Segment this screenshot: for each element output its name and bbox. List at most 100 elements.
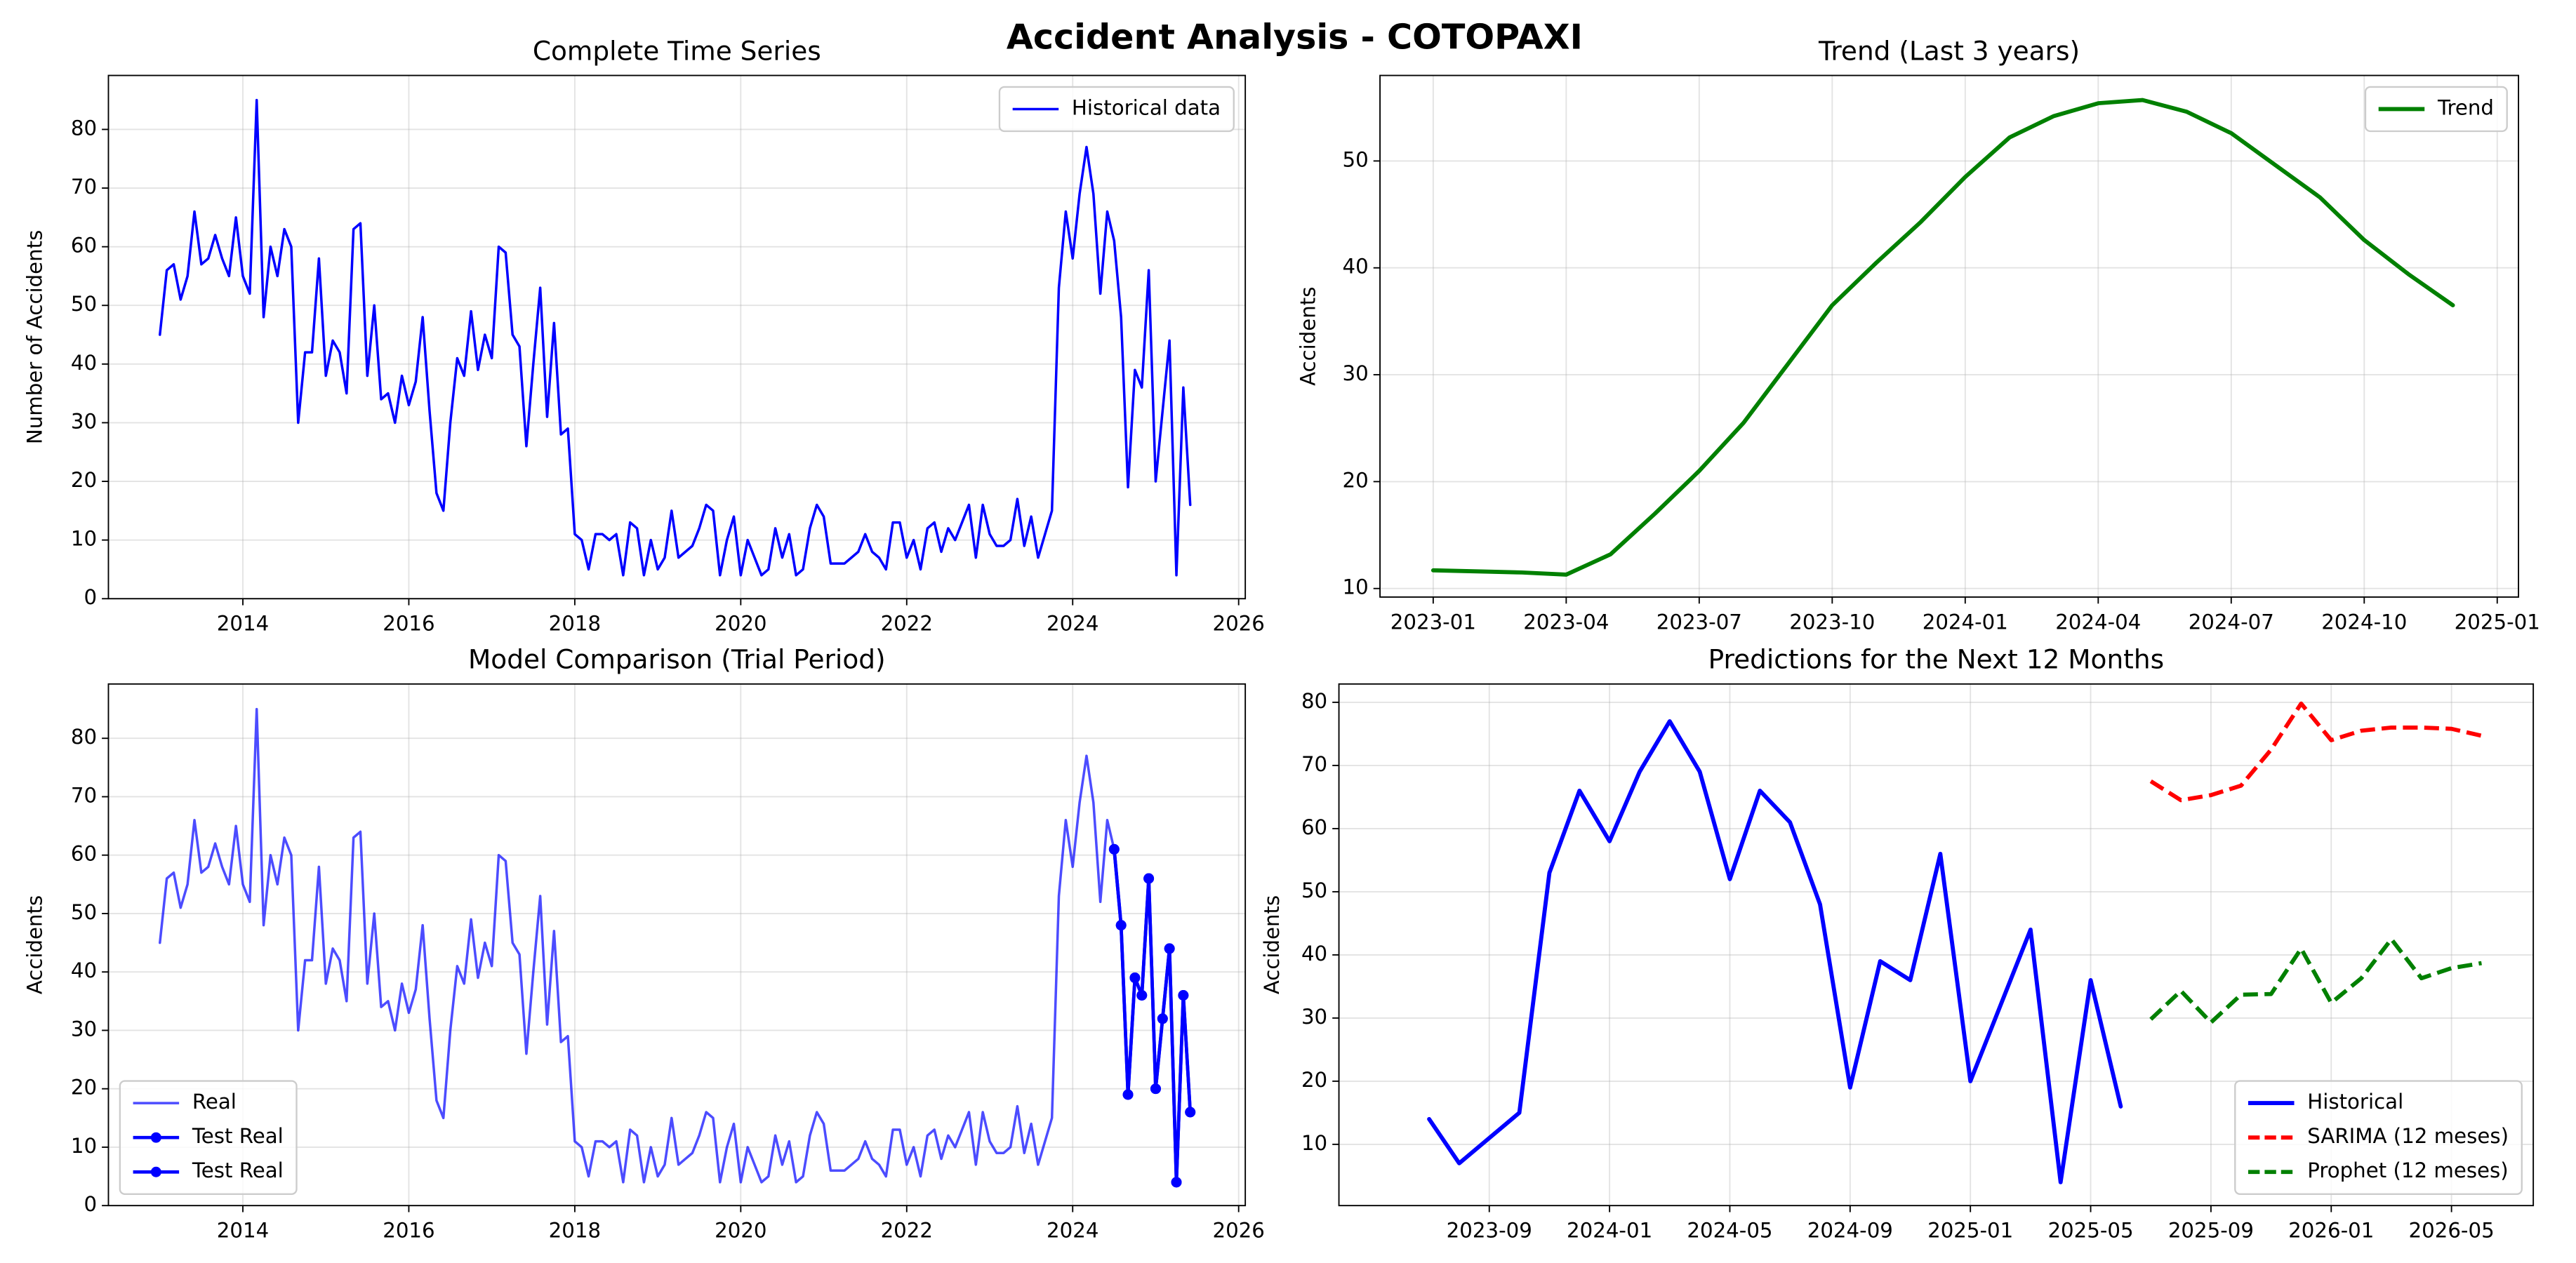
x-tick-label: 2026: [1212, 612, 1264, 636]
legend-marker: [150, 1132, 161, 1143]
legend-box: [2234, 1080, 2523, 1195]
figure-title: Accident Analysis - COTOPAXI: [1007, 17, 1583, 58]
subplot-title: Complete Time Series: [533, 35, 821, 66]
y-tick-label: 80: [1301, 689, 1327, 713]
legend-label: Historical: [2307, 1090, 2403, 1114]
y-tick-label: 10: [1301, 1131, 1327, 1155]
plot-frame: [1338, 683, 2535, 1207]
legend-label: Trend: [2437, 95, 2494, 119]
x-tick-label: 2018: [549, 612, 601, 636]
data-point: [1143, 873, 1155, 884]
x-tick-label: 2020: [715, 1219, 766, 1243]
y-tick-label: 50: [1342, 147, 1368, 171]
y-tick-label: 70: [1301, 752, 1327, 776]
x-tick-label: 2024-09: [1807, 1219, 1893, 1243]
y-tick-label: 10: [1342, 575, 1368, 599]
x-tick-label: 2018: [549, 1219, 601, 1243]
y-tick-label: 20: [71, 1076, 97, 1100]
y-tick-label: 30: [71, 409, 97, 433]
x-tick-label: 2026: [1212, 1219, 1264, 1243]
data-point: [1164, 943, 1175, 954]
legend: Historical data: [998, 86, 1235, 133]
x-tick-label: 2026-05: [2409, 1219, 2495, 1243]
data-point: [1171, 1177, 1182, 1188]
series-line: [1430, 98, 2455, 577]
data-point: [1115, 920, 1127, 931]
y-tick-label: 60: [1301, 815, 1327, 839]
y-axis-label: Accidents: [22, 895, 46, 994]
y-tick-label: 20: [1301, 1068, 1327, 1092]
x-tick-label: 2023-07: [1657, 610, 1742, 634]
x-tick-label: 2024-01: [1567, 1219, 1652, 1243]
x-tick-label: 2024-07: [2189, 610, 2274, 634]
y-tick-label: 30: [1301, 1005, 1327, 1029]
data-point: [1185, 1107, 1196, 1118]
data-point: [1129, 973, 1141, 984]
x-tick-label: 2024-05: [1687, 1219, 1772, 1243]
legend-box: [119, 1080, 298, 1195]
x-tick-label: 2025-09: [2168, 1219, 2254, 1243]
plot-frame: [107, 683, 1247, 1207]
data-point: [1136, 990, 1148, 1001]
y-tick-label: 70: [71, 783, 97, 807]
y-tick-label: 60: [71, 842, 97, 866]
series-line: [2149, 701, 2483, 803]
legend-label: Test Real: [192, 1124, 284, 1148]
data-point: [1122, 1089, 1134, 1100]
y-tick-label: 20: [71, 468, 97, 492]
data-point: [1150, 1083, 1161, 1095]
legend-label: Prophet (12 meses): [2307, 1158, 2508, 1182]
legend-marker: [150, 1166, 161, 1177]
x-tick-label: 2025-05: [2047, 1219, 2133, 1243]
x-tick-label: 2023-09: [1447, 1219, 1532, 1243]
data-point: [1108, 843, 1120, 855]
plot-frame: [107, 74, 1247, 600]
series-line: [159, 98, 1192, 577]
subplot-title: Model Comparison (Trial Period): [468, 644, 886, 675]
x-tick-label: 2020: [715, 612, 766, 636]
x-tick-label: 2014: [217, 612, 269, 636]
legend: Real Test Real Test Real: [119, 1080, 298, 1195]
y-tick-label: 10: [71, 527, 97, 551]
x-tick-label: 2025-01: [2455, 610, 2540, 634]
legend: Historical SARIMA (12 meses) Prophet (12 m…: [2234, 1080, 2523, 1195]
legend-label: Historical data: [1072, 95, 1221, 119]
y-axis-label: Accidents: [1296, 287, 1320, 386]
x-tick-label: 2026-01: [2288, 1219, 2374, 1243]
subplot-title: Trend (Last 3 years): [1818, 35, 2080, 66]
y-axis-label: Accidents: [1260, 895, 1284, 994]
y-tick-label: 40: [71, 958, 97, 982]
y-tick-label: 80: [71, 725, 97, 749]
y-tick-label: 40: [1342, 255, 1368, 279]
x-tick-label: 2024-10: [2321, 610, 2407, 634]
y-tick-label: 40: [71, 351, 97, 375]
series-line: [2149, 937, 2482, 1025]
series-line: [1113, 848, 1193, 1184]
x-tick-label: 2024-04: [2055, 610, 2141, 634]
y-tick-label: 10: [71, 1134, 97, 1158]
legend-label: SARIMA (12 meses): [2307, 1124, 2509, 1148]
y-tick-label: 50: [1301, 878, 1327, 902]
x-tick-label: 2014: [217, 1219, 269, 1243]
y-tick-label: 20: [1342, 468, 1368, 492]
x-tick-label: 2023-04: [1523, 610, 1609, 634]
x-tick-label: 2023-01: [1390, 610, 1476, 634]
y-tick-label: 30: [1342, 361, 1368, 385]
legend-label: Test Real: [192, 1158, 284, 1182]
legend-box: [998, 86, 1235, 133]
x-tick-label: 2023-10: [1789, 610, 1875, 634]
subplot-title: Predictions for the Next 12 Months: [1708, 644, 2164, 675]
x-tick-label: 2025-01: [1927, 1219, 2013, 1243]
y-tick-label: 40: [1301, 942, 1327, 965]
series-line: [159, 707, 1192, 1184]
x-tick-label: 2024-01: [1923, 610, 2008, 634]
data-point: [1157, 1013, 1168, 1024]
legend-box: [2364, 86, 2508, 133]
data-point: [1178, 990, 1189, 1001]
y-tick-label: 70: [71, 175, 97, 199]
y-tick-label: 0: [84, 585, 97, 609]
y-tick-label: 80: [71, 116, 97, 140]
series-line: [1427, 719, 2123, 1184]
